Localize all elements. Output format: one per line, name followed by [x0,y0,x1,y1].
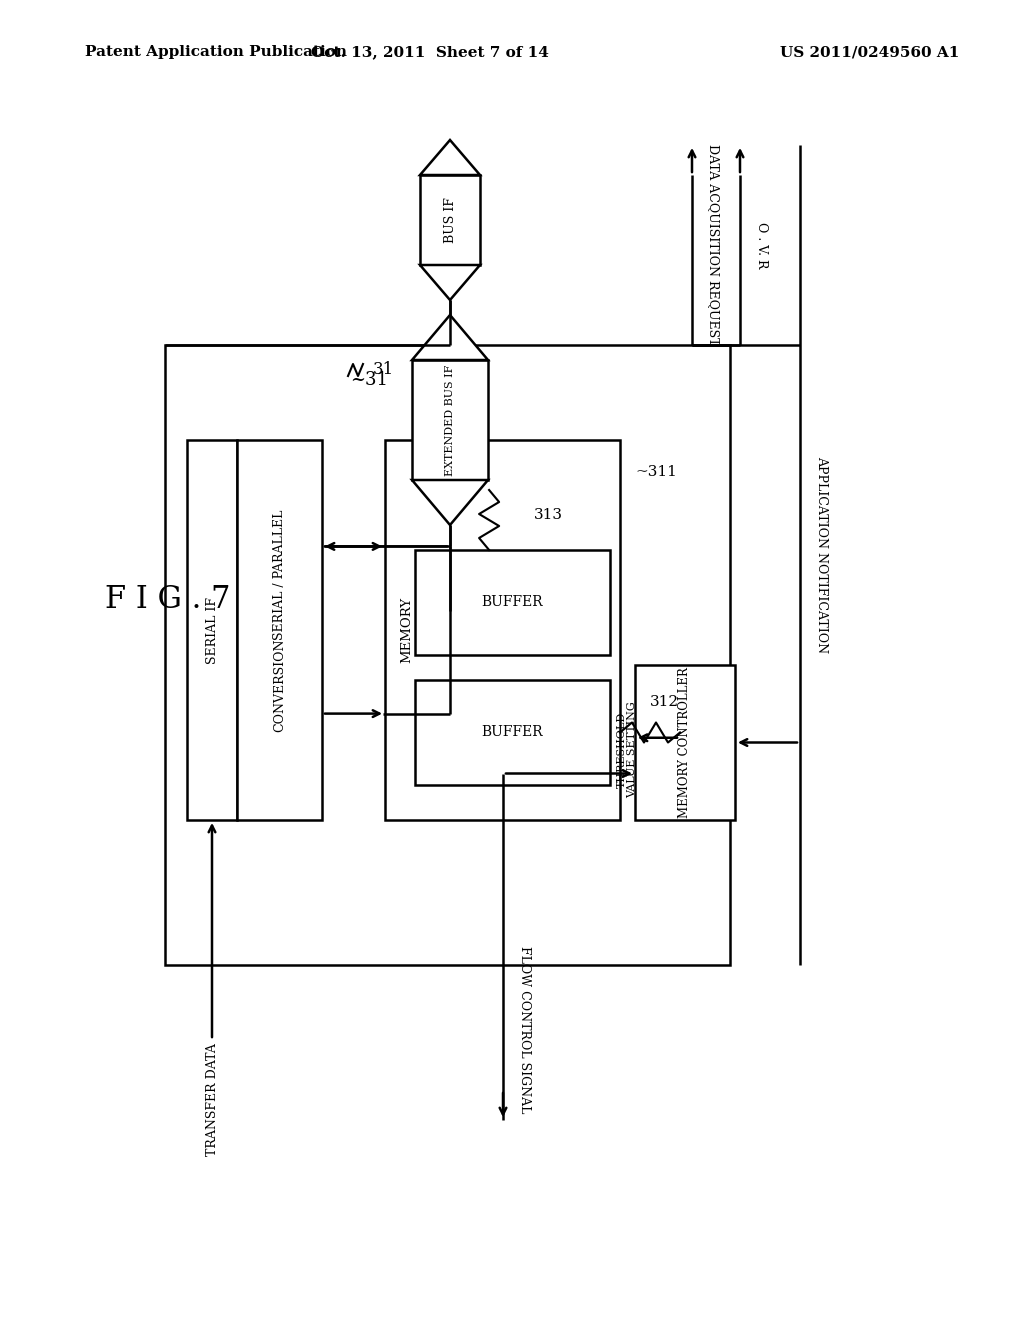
Text: BUFFER: BUFFER [481,595,544,610]
Text: MEMORY: MEMORY [400,597,414,663]
Bar [415,680,610,785]
Polygon shape [420,265,480,300]
Text: ~31: ~31 [350,371,388,389]
Text: SERIAL / PARALLEL: SERIAL / PARALLEL [273,510,286,640]
Text: TRANSFER DATA: TRANSFER DATA [206,1044,218,1156]
Text: 31: 31 [373,362,394,379]
Text: SERIAL IF: SERIAL IF [206,597,218,664]
Text: CONVERSION: CONVERSION [273,639,286,731]
Bar [165,345,730,965]
Text: VALUE SETTING: VALUE SETTING [627,702,637,799]
Text: BUS IF: BUS IF [443,197,457,243]
Text: APPLICATION NOTIFICATION: APPLICATION NOTIFICATION [815,457,828,653]
Text: US 2011/0249560 A1: US 2011/0249560 A1 [780,45,959,59]
Polygon shape [412,315,488,360]
Text: EXTENDED BUS IF: EXTENDED BUS IF [445,364,455,475]
Text: MEMORY CONTROLLER: MEMORY CONTROLLER [679,667,691,818]
Text: THRESHOLD: THRESHOLD [617,711,627,788]
Text: BUFFER: BUFFER [481,726,544,739]
Text: F I G . 7: F I G . 7 [105,585,230,615]
Text: Patent Application Publication: Patent Application Publication [85,45,347,59]
Bar [635,665,735,820]
Bar [187,440,237,820]
Text: FLOW CONTROL SIGNAL: FLOW CONTROL SIGNAL [518,946,531,1114]
Bar [420,176,480,265]
Polygon shape [420,140,480,176]
Bar [385,440,620,820]
Text: 312: 312 [650,696,679,710]
Text: ~311: ~311 [635,465,677,479]
Polygon shape [412,480,488,525]
Text: DATA ACQUISITION REQUEST: DATA ACQUISITION REQUEST [707,144,720,346]
Bar [412,360,488,480]
Text: Oct. 13, 2011  Sheet 7 of 14: Oct. 13, 2011 Sheet 7 of 14 [311,45,549,59]
Text: O . V. R: O . V. R [755,222,768,268]
Bar [415,550,610,655]
Text: 313: 313 [535,508,563,521]
Bar [237,440,322,820]
